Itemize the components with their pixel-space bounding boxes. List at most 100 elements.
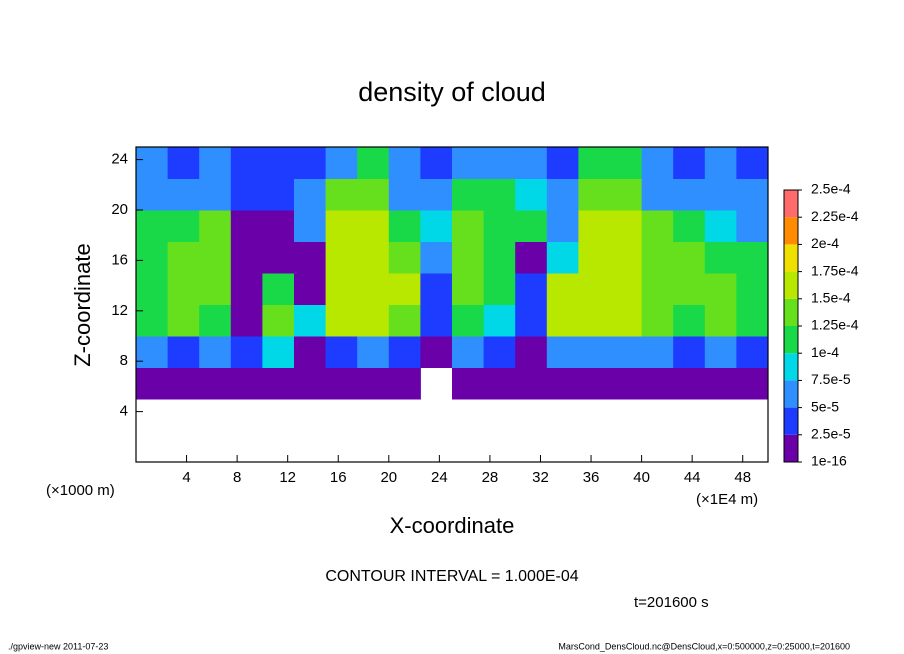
cell — [515, 178, 548, 211]
cell — [736, 210, 769, 242]
x-tick-label: 16 — [330, 469, 347, 486]
cell — [483, 210, 516, 242]
cell — [704, 210, 737, 242]
colorbar-band — [784, 434, 798, 462]
cell — [262, 304, 295, 337]
cell — [388, 178, 421, 211]
footer-left: ./gpview-new 2011-07-23 — [8, 641, 108, 651]
cell — [230, 367, 263, 400]
x-axis-label: X-coordinate — [390, 513, 515, 538]
cell — [420, 304, 453, 337]
cell — [325, 367, 358, 400]
cell — [515, 241, 548, 274]
cell — [673, 336, 706, 368]
cell — [578, 367, 611, 400]
cell — [483, 147, 516, 179]
cell — [294, 304, 327, 337]
cell — [515, 210, 548, 242]
cell — [230, 336, 263, 368]
cell — [167, 367, 200, 400]
cell — [641, 210, 674, 242]
cell — [483, 241, 516, 274]
cell — [736, 147, 769, 179]
y-tick-label: 8 — [120, 352, 128, 369]
cell — [704, 336, 737, 368]
plot-frame — [135, 146, 769, 463]
y-tick-label: 20 — [111, 201, 128, 218]
cell — [578, 178, 611, 211]
cell — [420, 147, 453, 179]
cell — [136, 210, 169, 242]
cell — [357, 367, 390, 400]
cell — [420, 336, 453, 368]
cell — [167, 210, 200, 242]
x-tick-label: 12 — [279, 469, 296, 486]
cell — [136, 147, 169, 179]
cell — [167, 304, 200, 337]
cell — [167, 241, 200, 274]
cell — [736, 273, 769, 305]
cell — [199, 273, 232, 305]
cell — [325, 304, 358, 337]
cell — [357, 336, 390, 368]
x-unit: (×1E4 m) — [696, 491, 758, 508]
cell — [294, 367, 327, 400]
y-tick-label: 24 — [111, 151, 128, 168]
colorbar-label: 2.5e-4 — [811, 181, 851, 197]
cell — [578, 336, 611, 368]
cell — [199, 178, 232, 211]
cell — [452, 147, 485, 179]
cell — [515, 304, 548, 337]
chart-title: density of cloud — [358, 77, 546, 107]
cell — [420, 178, 453, 211]
cell — [388, 336, 421, 368]
colorbar-label: 5e-5 — [811, 398, 839, 414]
cell — [230, 147, 263, 179]
cell — [736, 241, 769, 274]
cell — [199, 367, 232, 400]
cell — [357, 273, 390, 305]
colorbar-band — [784, 190, 798, 218]
cell — [325, 178, 358, 211]
cell — [546, 210, 579, 242]
cell — [641, 178, 674, 211]
cell — [167, 147, 200, 179]
cell — [136, 241, 169, 274]
x-tick-label: 8 — [233, 469, 241, 486]
cell — [388, 147, 421, 179]
cell — [578, 273, 611, 305]
cell — [483, 273, 516, 305]
y-tick-label: 12 — [111, 302, 128, 319]
x-tick-label: 32 — [532, 469, 549, 486]
cell — [673, 241, 706, 274]
cell — [262, 336, 295, 368]
cell — [199, 241, 232, 274]
cell — [546, 241, 579, 274]
cell — [673, 178, 706, 211]
cell — [610, 273, 643, 305]
cell — [610, 336, 643, 368]
cell — [294, 178, 327, 211]
cell — [199, 304, 232, 337]
cell — [325, 273, 358, 305]
cell — [420, 241, 453, 274]
cell — [673, 147, 706, 179]
colorbar-label: 1e-4 — [811, 344, 839, 360]
cell — [452, 241, 485, 274]
cell — [610, 210, 643, 242]
cell — [546, 178, 579, 211]
colorbar-band — [784, 298, 798, 326]
cell — [546, 304, 579, 337]
cell — [136, 273, 169, 305]
cell — [294, 273, 327, 305]
cell — [673, 367, 706, 400]
cell — [610, 367, 643, 400]
cell — [736, 178, 769, 211]
cell — [546, 147, 579, 179]
cell — [610, 241, 643, 274]
cell — [610, 304, 643, 337]
colorbar-label: 2e-4 — [811, 235, 839, 251]
cell — [452, 178, 485, 211]
